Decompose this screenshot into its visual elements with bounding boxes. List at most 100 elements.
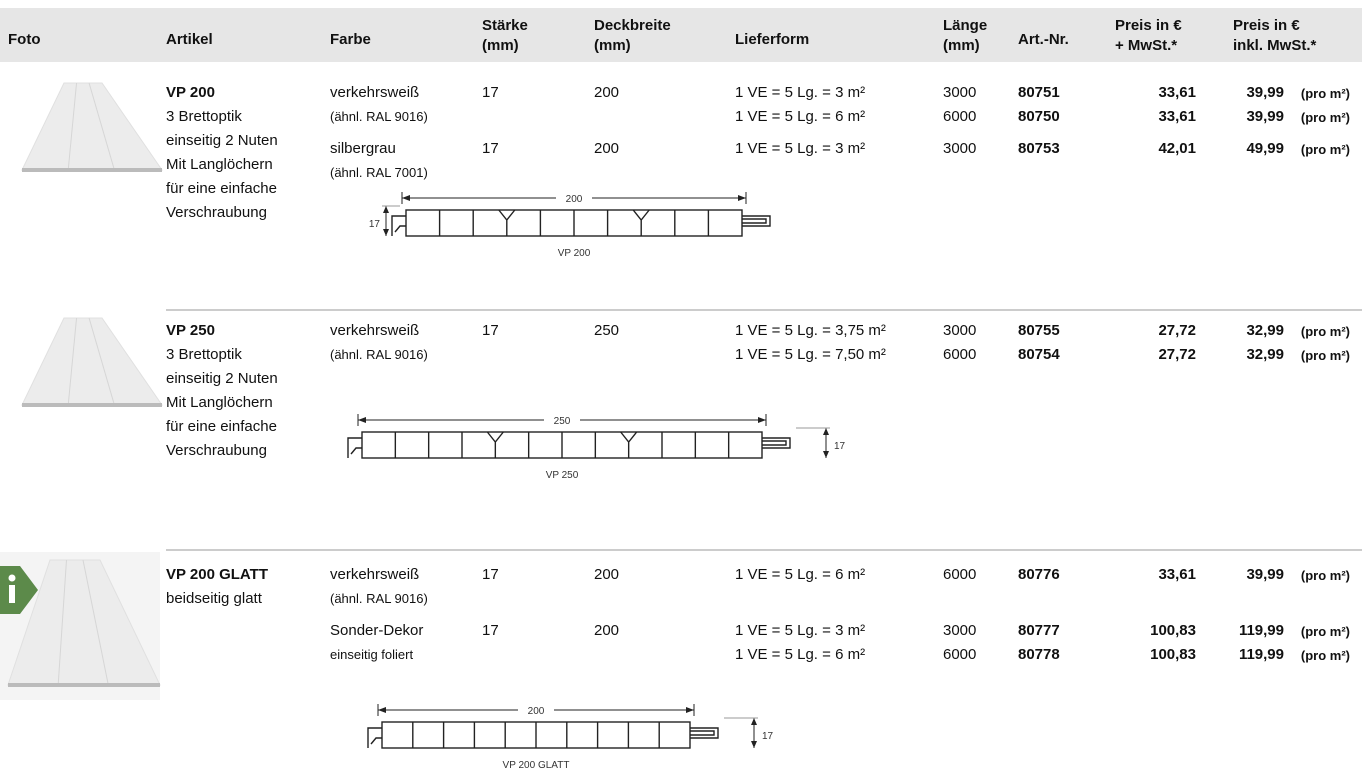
price-unit: (pro m²) xyxy=(1300,648,1350,663)
price-unit: (pro m²) xyxy=(1300,86,1350,101)
header-cell: (mm) xyxy=(943,37,980,54)
width: 250 xyxy=(594,322,620,339)
article-no: 80777 xyxy=(1018,622,1060,639)
header-cell: Lieferform xyxy=(735,31,810,48)
panel-groove xyxy=(67,82,78,171)
color-note: einseitig foliert xyxy=(330,647,414,662)
color: verkehrsweiß xyxy=(330,566,420,583)
price-gross: 119,99 xyxy=(1238,622,1284,639)
price-gross: 39,99 xyxy=(1246,84,1284,101)
delivery: 1 VE = 5 Lg. = 3 m² xyxy=(735,622,866,639)
delivery: 1 VE = 5 Lg. = 3 m² xyxy=(735,140,866,157)
price-unit: (pro m²) xyxy=(1300,624,1350,639)
product-name: VP 200 xyxy=(166,84,215,101)
profile-tongue xyxy=(690,727,719,739)
delivery: 1 VE = 5 Lg. = 6 m² xyxy=(735,108,866,125)
header-cell: Artikel xyxy=(166,31,213,48)
profile-tongue xyxy=(742,215,771,227)
product-desc: Mit Langlöchern xyxy=(166,156,273,173)
article-no: 80755 xyxy=(1018,322,1060,339)
article-no: 80754 xyxy=(1018,346,1060,363)
product-desc: Verschraubung xyxy=(166,442,267,459)
product-name: VP 250 xyxy=(166,322,215,339)
panel-groove xyxy=(82,559,109,686)
price-unit: (pro m²) xyxy=(1300,568,1350,583)
header-cell: Deckbreite xyxy=(594,17,671,34)
length: 6000 xyxy=(943,566,977,583)
delivery: 1 VE = 5 Lg. = 6 m² xyxy=(735,646,866,663)
delivery: 1 VE = 5 Lg. = 3,75 m² xyxy=(735,322,886,339)
length: 6000 xyxy=(943,646,977,663)
header-cell: inkl. MwSt.* xyxy=(1233,37,1317,54)
length: 3000 xyxy=(943,84,977,101)
price-gross: 39,99 xyxy=(1246,566,1284,583)
color-note: (ähnl. RAL 7001) xyxy=(330,165,428,180)
dim-label: 200 xyxy=(566,194,583,205)
header-cell: Stärke xyxy=(482,17,528,34)
dim-label: 200 xyxy=(528,706,545,717)
panel-edge xyxy=(8,683,160,687)
length: 6000 xyxy=(943,108,977,125)
header-cell: (mm) xyxy=(594,37,631,54)
profile-rib xyxy=(632,209,650,236)
product-desc: für eine einfache xyxy=(166,180,277,197)
width: 200 xyxy=(594,84,620,101)
panel-groove xyxy=(57,559,67,686)
diagram-label: VP 250 xyxy=(546,470,579,481)
thickness: 17 xyxy=(482,322,499,339)
color: silbergrau xyxy=(330,140,396,157)
price-net: 42,01 xyxy=(1158,140,1196,157)
length: 3000 xyxy=(943,140,977,157)
price-gross: 39,99 xyxy=(1246,108,1284,125)
price-net: 100,83 xyxy=(1150,646,1196,663)
header-cell: Preis in € xyxy=(1233,17,1300,34)
profile-groove xyxy=(391,215,406,236)
header-bar xyxy=(0,8,1362,62)
delivery: 1 VE = 5 Lg. = 7,50 m² xyxy=(735,346,886,363)
header-cell: Farbe xyxy=(330,31,371,48)
price-net: 100,83 xyxy=(1150,622,1196,639)
profile-rib xyxy=(498,209,516,236)
color-note: (ähnl. RAL 9016) xyxy=(330,109,428,124)
profile-groove xyxy=(367,727,382,748)
product-name: VP 200 GLATT xyxy=(166,566,268,583)
article-no: 80778 xyxy=(1018,646,1060,663)
price-net: 33,61 xyxy=(1158,566,1196,583)
profile-rib xyxy=(486,431,504,458)
product-desc: 3 Brettoptik xyxy=(166,108,242,125)
dim-gap xyxy=(544,414,580,426)
length: 6000 xyxy=(943,346,977,363)
header-cell: Länge xyxy=(943,17,988,34)
price-gross: 32,99 xyxy=(1246,346,1284,363)
info-dot xyxy=(8,574,16,582)
dim-gap xyxy=(556,192,592,204)
width: 200 xyxy=(594,140,620,157)
length: 3000 xyxy=(943,322,977,339)
panel-groove xyxy=(67,317,78,406)
color: Sonder-Dekor xyxy=(330,622,424,639)
price-unit: (pro m²) xyxy=(1300,348,1350,363)
delivery: 1 VE = 5 Lg. = 3 m² xyxy=(735,84,866,101)
article-no: 80753 xyxy=(1018,140,1060,157)
thick-label: 17 xyxy=(369,219,381,230)
price-net: 33,61 xyxy=(1158,108,1196,125)
thickness: 17 xyxy=(482,622,499,639)
length: 3000 xyxy=(943,622,977,639)
thick-arrow xyxy=(823,428,829,458)
price-gross: 49,99 xyxy=(1246,140,1284,157)
thick-label: 17 xyxy=(834,441,846,452)
header-cell: Preis in € xyxy=(1115,17,1182,34)
price-gross: 119,99 xyxy=(1238,646,1284,663)
panel-groove xyxy=(88,82,115,171)
panel-groove xyxy=(88,317,115,406)
panel-edge xyxy=(22,168,162,172)
width: 200 xyxy=(594,566,620,583)
info-stem xyxy=(9,585,15,603)
product-desc: einseitig 2 Nuten xyxy=(166,132,278,149)
header-cell: Foto xyxy=(8,31,41,48)
diagram-label: VP 200 xyxy=(558,248,591,259)
price-net: 27,72 xyxy=(1158,322,1196,339)
thickness: 17 xyxy=(482,566,499,583)
